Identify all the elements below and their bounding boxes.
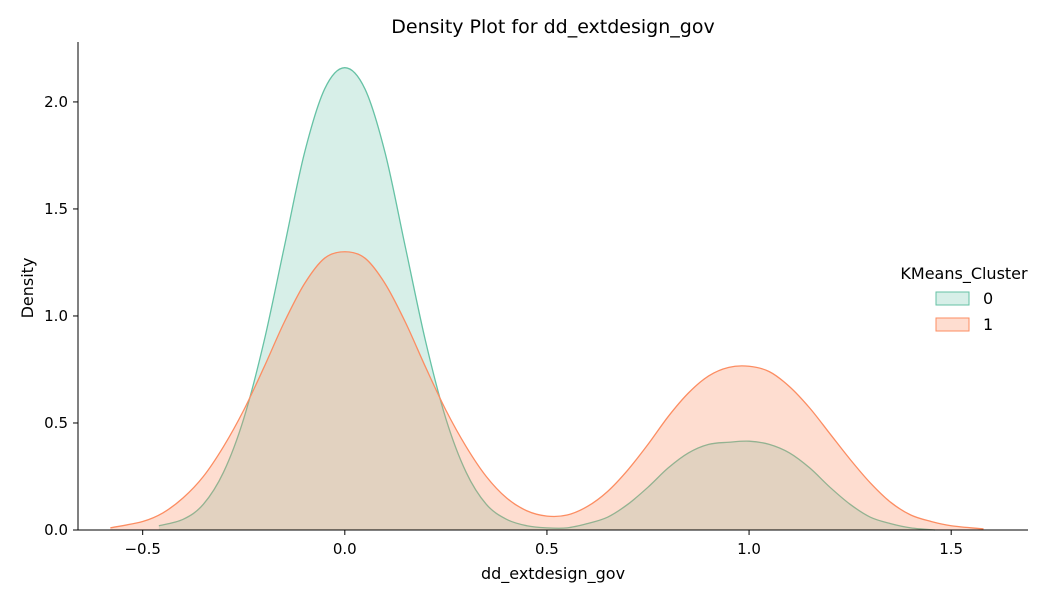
x-ticks: −0.5 0.0 0.5 1.0 1.5 <box>124 530 963 558</box>
chart-title: Density Plot for dd_extdesign_gov <box>391 16 714 38</box>
x-tick-label: −0.5 <box>124 540 160 558</box>
legend-swatch-1 <box>935 317 970 332</box>
legend-title: KMeans_Cluster <box>900 264 1028 284</box>
y-tick-label: 2.0 <box>44 93 68 111</box>
x-tick-label: 0.5 <box>535 540 559 558</box>
x-tick-label: 1.0 <box>737 540 761 558</box>
y-ticks: 0.0 0.5 1.0 1.5 2.0 <box>44 93 78 539</box>
y-tick-label: 0.5 <box>44 414 68 432</box>
series-0-area <box>158 67 936 531</box>
series-1-line <box>110 251 984 530</box>
axes-layer <box>77 42 1028 531</box>
series-1-area <box>110 251 984 530</box>
x-tick-label: 0.0 <box>333 540 357 558</box>
legend-items: 01 <box>935 289 993 334</box>
y-tick-label: 0.0 <box>44 521 68 539</box>
legend: KMeans_Cluster 01 <box>900 264 1028 334</box>
y-axis-label: Density <box>18 258 37 319</box>
legend-label-0: 0 <box>983 289 993 308</box>
x-tick-label: 1.5 <box>939 540 963 558</box>
legend-swatch-0 <box>935 291 970 306</box>
series-layer <box>110 67 984 531</box>
y-tick-label: 1.5 <box>44 200 68 218</box>
x-axis-label: dd_extdesign_gov <box>481 564 625 584</box>
y-tick-label: 1.0 <box>44 307 68 325</box>
series-0-line <box>158 67 936 531</box>
legend-label-1: 1 <box>983 315 993 334</box>
